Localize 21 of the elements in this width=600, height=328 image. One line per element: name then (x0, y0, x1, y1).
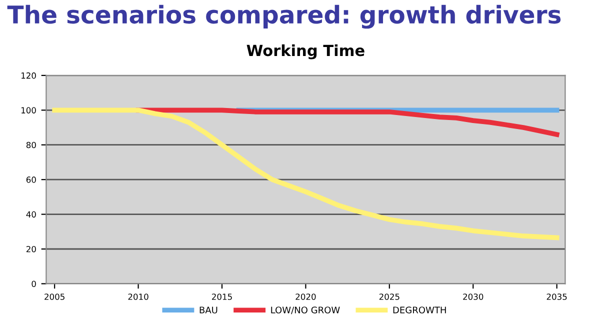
x-tick-label: 2030 (463, 294, 484, 300)
legend-label: BAU (200, 306, 218, 314)
y-tick-label: 0 (32, 280, 36, 288)
line-series (136, 108, 560, 137)
y-tick-label: 120 (21, 72, 36, 79)
y-tick-label: 40 (26, 211, 36, 218)
y-tick-label: 100 (21, 107, 36, 114)
legend-label: LOW/NO GROW (271, 306, 340, 314)
chart-title: The scenarios compared: growth drivers (7, 4, 561, 29)
y-tick-label: 60 (26, 176, 36, 183)
line-series (52, 108, 560, 240)
x-tick-label: 2015 (212, 294, 232, 300)
x-tick-label: 2020 (296, 294, 316, 300)
x-tick-label: 2010 (128, 294, 148, 300)
y-tick-label: 20 (26, 246, 36, 252)
legend-label: DEGROWTH (393, 306, 446, 314)
x-tick-label: 2035 (546, 294, 567, 300)
x-tick-label: 2025 (379, 294, 400, 300)
x-tick-label: 2005 (44, 294, 64, 300)
y-tick-label: 80 (26, 142, 36, 148)
chart-subtitle: Working Time (246, 44, 364, 60)
